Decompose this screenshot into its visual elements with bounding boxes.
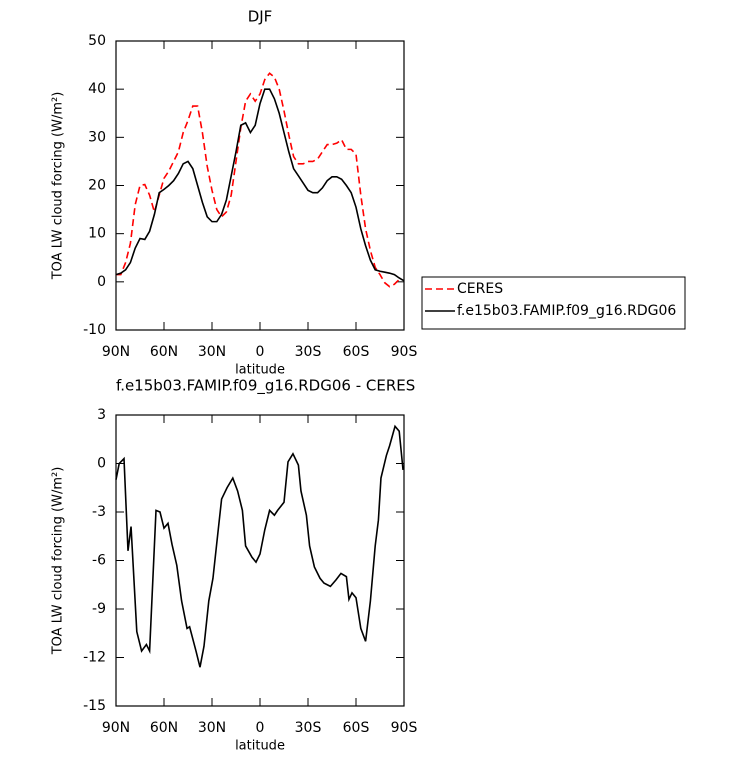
- y-tick-label: -6: [92, 553, 106, 569]
- y-tick-label: -15: [83, 698, 106, 714]
- x-tick-label: 30N: [198, 344, 226, 360]
- x-tick-label: 0: [256, 720, 265, 736]
- y-tick-label: 30: [88, 129, 106, 145]
- legend-label: f.e15b03.FAMIP.f09_g16.RDG06: [457, 303, 676, 319]
- y-tick-label: -3: [92, 504, 106, 520]
- y-tick-label: 0: [97, 456, 106, 472]
- x-tick-label: 60N: [150, 720, 178, 736]
- x-tick-label: 0: [256, 344, 265, 360]
- x-tick-label: 30S: [295, 720, 322, 736]
- legend-label: CERES: [457, 281, 503, 297]
- plot-frame: [115, 40, 405, 331]
- x-tick-label: 30N: [198, 720, 226, 736]
- x-axis-title: latitude: [235, 363, 285, 378]
- y-tick-label: 40: [88, 81, 106, 97]
- y-tick-label: 0: [97, 274, 106, 290]
- x-tick-label: 60S: [343, 344, 370, 360]
- chart-title: f.e15b03.FAMIP.f09_g16.RDG06 - CERES: [116, 377, 415, 396]
- y-tick-label: -9: [92, 601, 106, 617]
- x-tick-label: 60S: [343, 720, 370, 736]
- data-line: [116, 72, 400, 288]
- x-tick-label: 30S: [295, 344, 322, 360]
- y-tick-label: 20: [88, 178, 106, 194]
- y-tick-label: -10: [83, 322, 106, 338]
- y-tick-label: 3: [97, 407, 106, 423]
- x-tick-label: 90S: [391, 344, 418, 360]
- x-tick-label: 60N: [150, 344, 178, 360]
- y-axis-title: TOA LW cloud forcing (W/m²): [51, 467, 66, 656]
- y-axis-title: TOA LW cloud forcing (W/m²): [51, 92, 66, 281]
- legend-box: [421, 276, 686, 330]
- data-line: [115, 424, 404, 668]
- y-tick-label: 50: [88, 33, 106, 49]
- x-tick-label: 90N: [102, 344, 130, 360]
- y-tick-label: 10: [88, 226, 106, 242]
- y-tick-label: -12: [83, 650, 106, 666]
- plot-frame: [115, 414, 405, 707]
- x-tick-label: 90S: [391, 720, 418, 736]
- x-tick-label: 90N: [102, 720, 130, 736]
- x-axis-title: latitude: [235, 739, 285, 754]
- chart-title: DJF: [248, 8, 273, 26]
- data-line: [115, 88, 405, 282]
